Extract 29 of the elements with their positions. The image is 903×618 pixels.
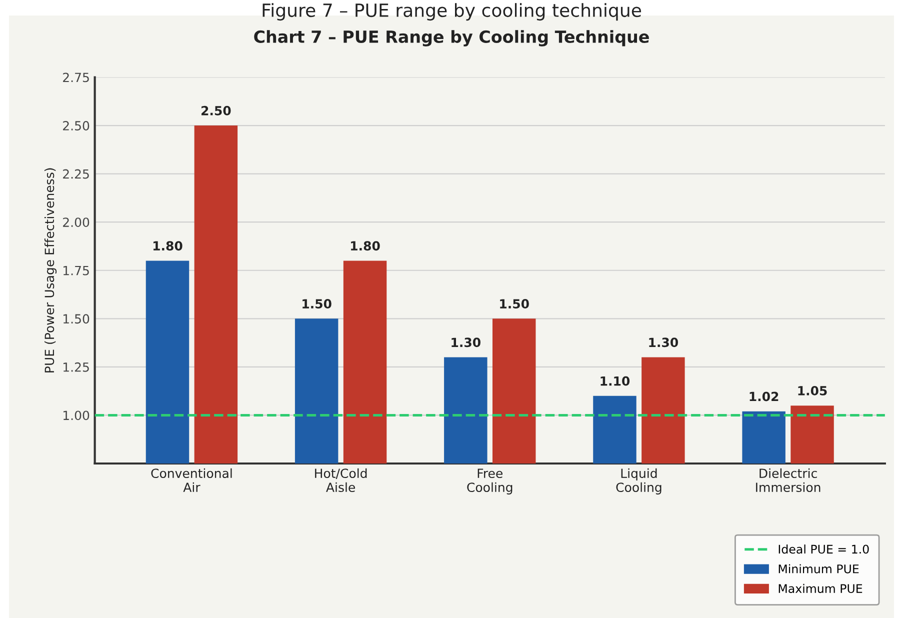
data-label: 1.50	[302, 299, 332, 309]
x-tick-label: Dielectric Immersion	[756, 468, 820, 492]
data-label: 1.02	[750, 392, 778, 402]
data-label: 1.05	[798, 386, 827, 396]
y-tick-label: 1.00	[63, 410, 90, 420]
caption: Figure 7 – PUE range by cooling technique	[262, 3, 642, 21]
x-tick-label: Hot/Cold Aisle	[315, 468, 367, 492]
data-label: 1.10	[600, 376, 630, 386]
data-label: 2.50	[202, 106, 231, 116]
data-label: 1.50	[500, 299, 529, 309]
legend-label: Maximum PUE	[778, 584, 862, 594]
y-tick-label: 2.25	[63, 169, 89, 179]
y-tick-label: 2.50	[63, 121, 90, 130]
y-tick-label: 1.25	[63, 362, 89, 372]
y-tick-label: 2.00	[63, 218, 90, 228]
data-label: 1.80	[153, 241, 182, 251]
y-axis-title: PUE (Power Usage Effectiveness)	[44, 168, 57, 372]
data-label: 1.80	[351, 241, 380, 251]
x-tick-label: Conventional Air	[151, 468, 232, 492]
x-tick-label: Free Cooling	[467, 468, 512, 494]
legend-label: Minimum PUE	[778, 564, 859, 574]
legend-label: Ideal PUE = 1.0	[778, 544, 869, 554]
y-tick-label: 1.50	[63, 314, 90, 324]
data-label: 1.30	[649, 338, 678, 348]
y-tick-label: 2.75	[63, 72, 89, 82]
x-tick-label: Liquid Cooling	[616, 468, 662, 494]
chart-title: Chart 7 – PUE Range by Cooling Technique	[254, 30, 649, 46]
data-label: 1.30	[452, 338, 480, 348]
y-tick-label: 1.75	[63, 266, 89, 276]
